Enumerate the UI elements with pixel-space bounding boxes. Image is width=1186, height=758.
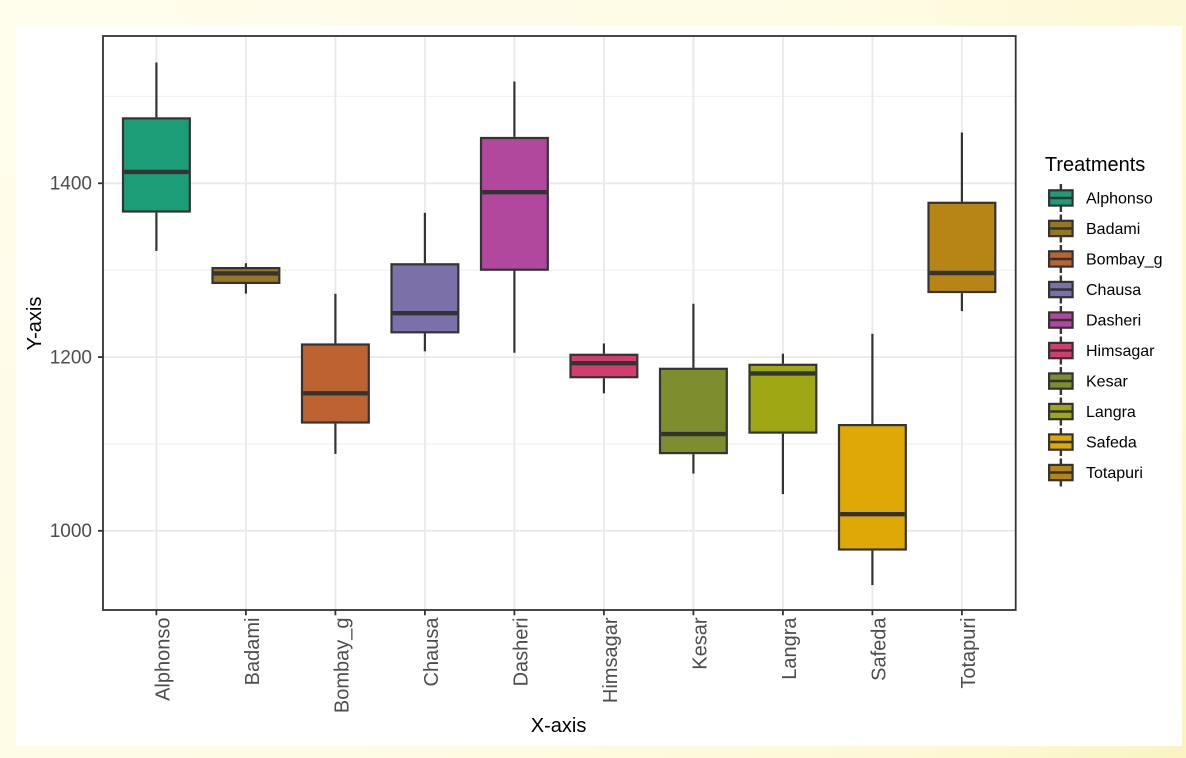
- svg-text:Dasheri: Dasheri: [510, 618, 532, 687]
- svg-text:1400: 1400: [50, 174, 92, 195]
- svg-text:Bombay_g: Bombay_g: [331, 618, 353, 714]
- svg-text:Kesar: Kesar: [689, 617, 711, 670]
- svg-text:Bombay_g: Bombay_g: [1086, 251, 1163, 268]
- svg-text:Badami: Badami: [1086, 221, 1140, 238]
- svg-text:Alphonso: Alphonso: [1086, 190, 1153, 207]
- svg-text:1200: 1200: [50, 347, 92, 368]
- svg-text:Safeda: Safeda: [1086, 434, 1137, 451]
- svg-text:Treatments: Treatments: [1045, 154, 1145, 176]
- svg-text:1000: 1000: [50, 521, 92, 542]
- svg-text:Chausa: Chausa: [1086, 282, 1141, 299]
- svg-text:Totapuri: Totapuri: [1086, 465, 1143, 482]
- svg-text:Himsagar: Himsagar: [1086, 343, 1155, 360]
- svg-text:Dasheri: Dasheri: [1086, 312, 1141, 329]
- svg-text:X-axis: X-axis: [531, 715, 587, 737]
- svg-text:Chausa: Chausa: [421, 617, 443, 687]
- svg-text:Langra: Langra: [779, 617, 801, 680]
- svg-text:Langra: Langra: [1086, 404, 1136, 421]
- svg-text:Alphonso: Alphonso: [152, 618, 174, 701]
- svg-text:Safeda: Safeda: [868, 617, 890, 681]
- svg-text:Totapuri: Totapuri: [958, 618, 980, 689]
- svg-text:Kesar: Kesar: [1086, 373, 1128, 390]
- svg-text:Badami: Badami: [242, 618, 264, 686]
- svg-text:Himsagar: Himsagar: [600, 617, 622, 703]
- svg-text:Y-axis: Y-axis: [24, 297, 46, 351]
